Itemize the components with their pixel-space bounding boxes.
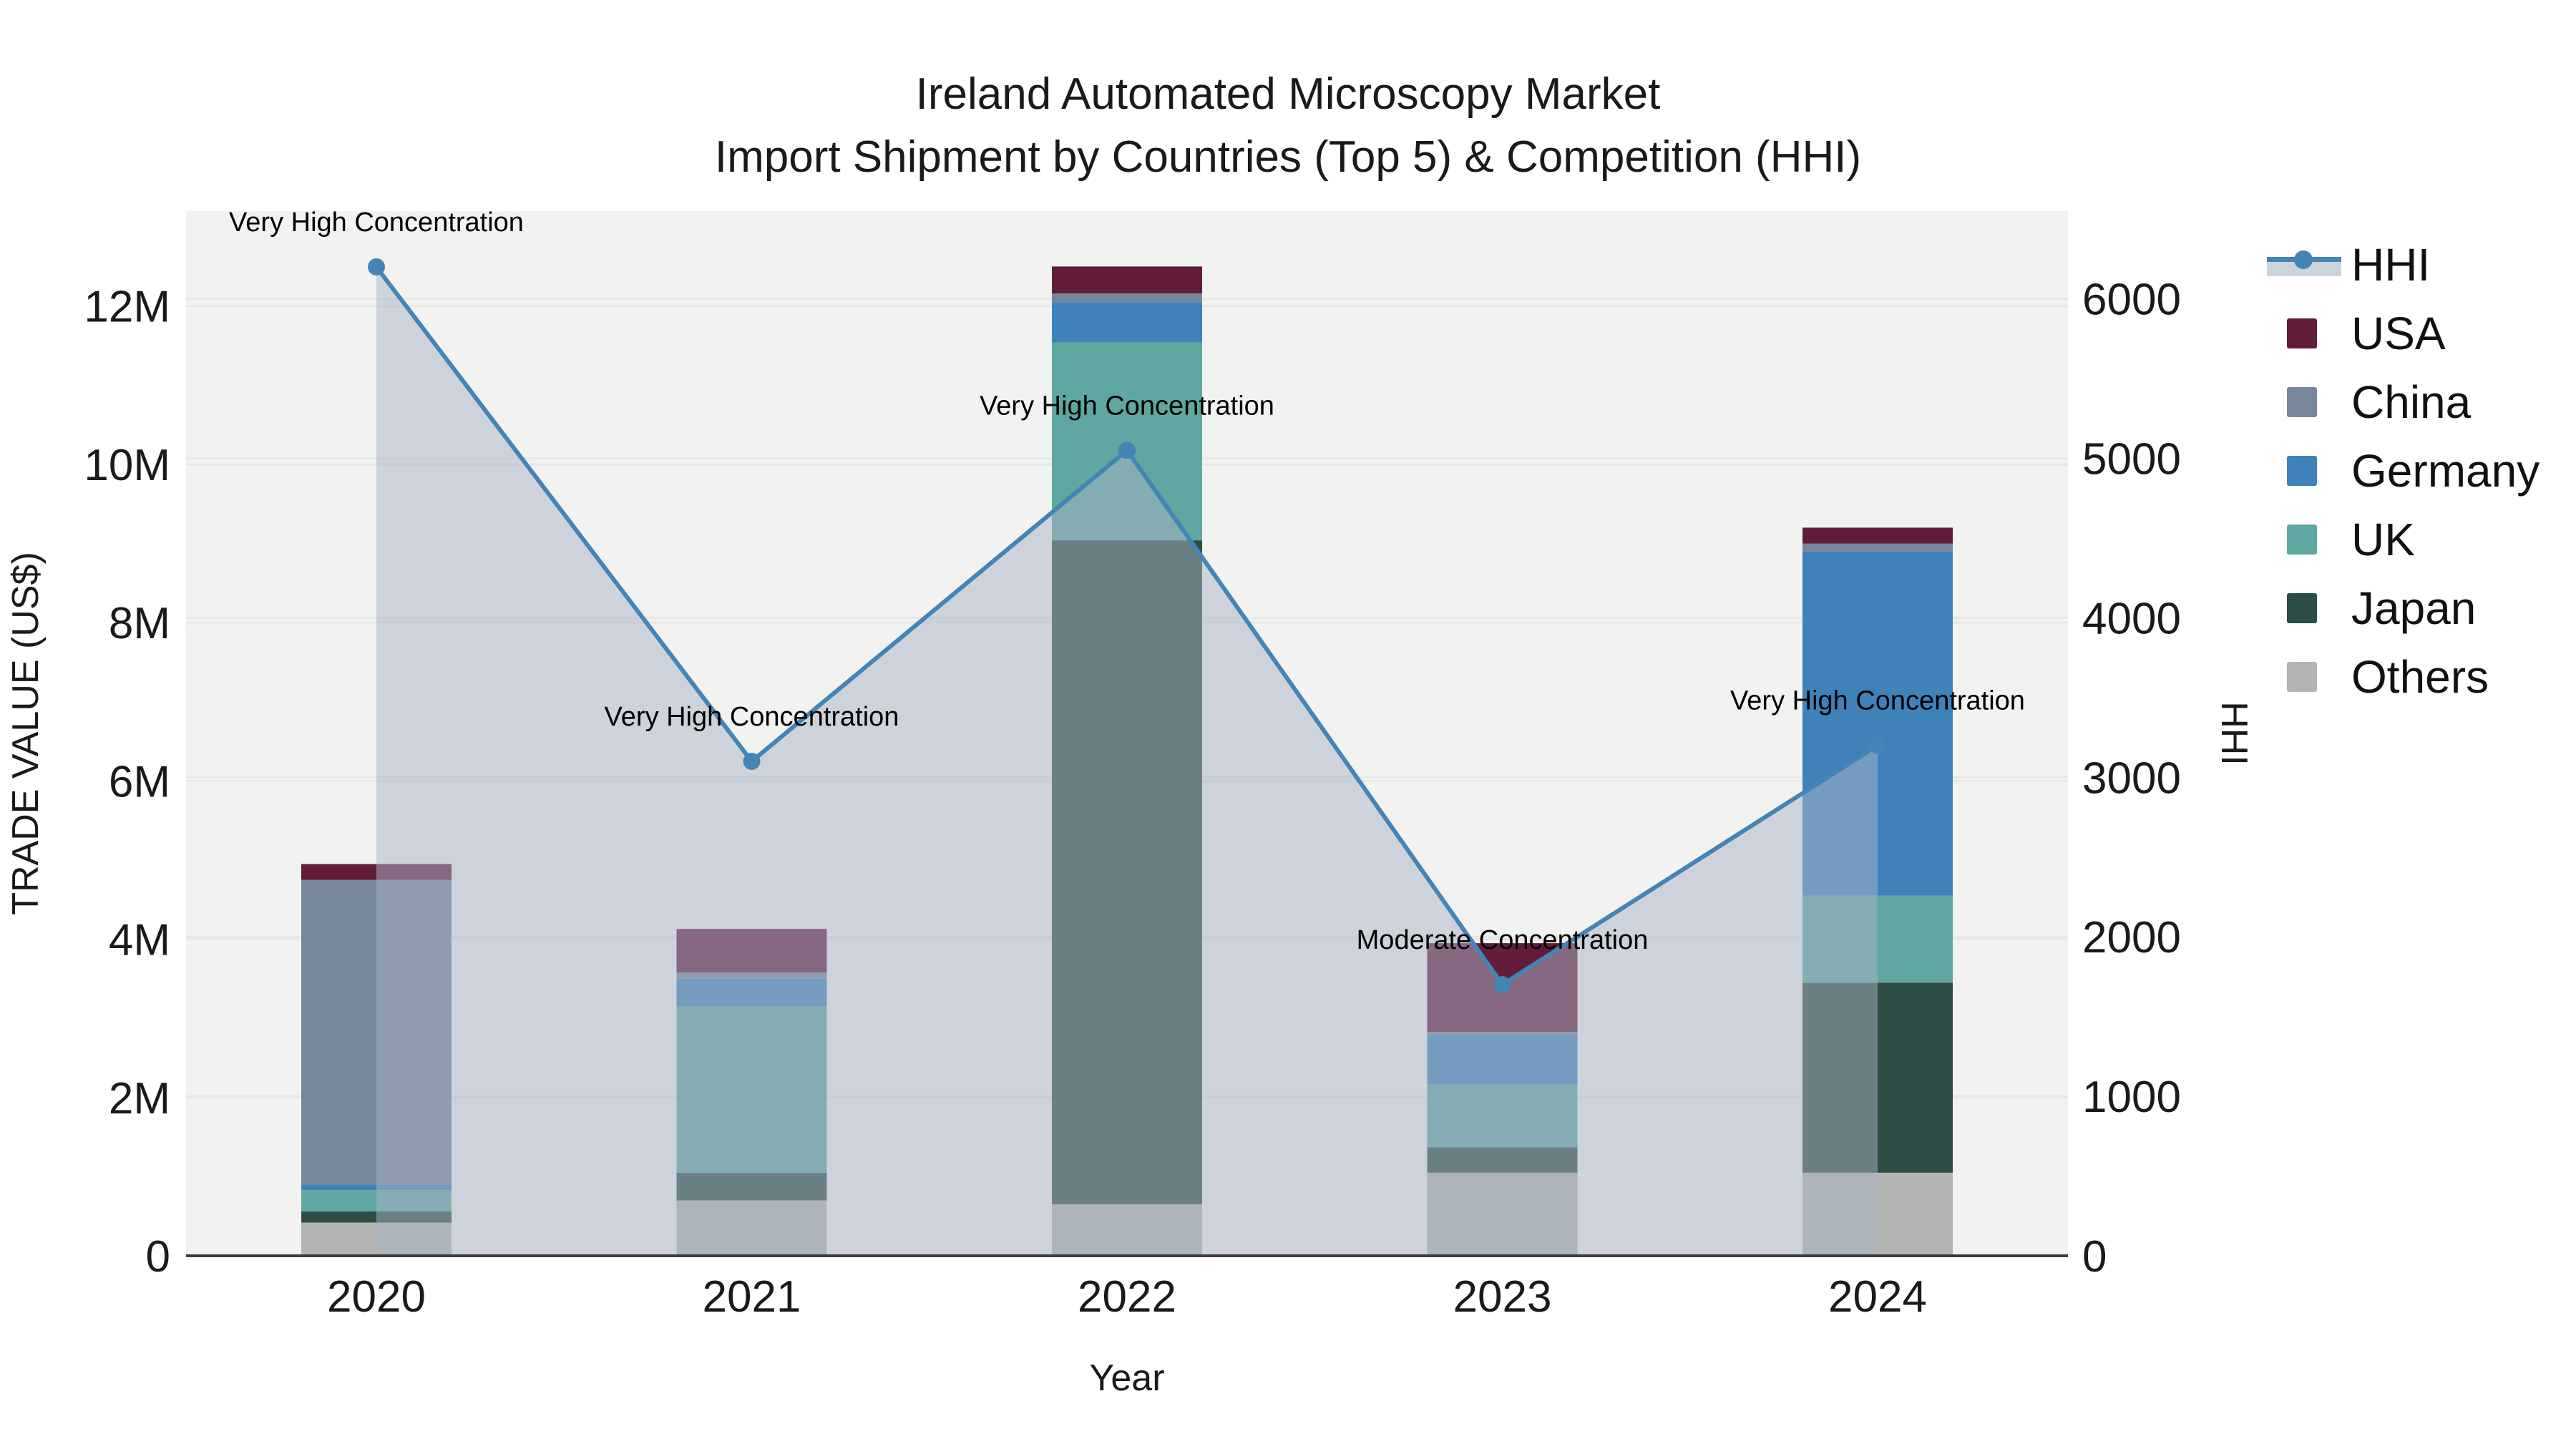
hhi-marker-2024[interactable]: [1869, 736, 1886, 754]
hhi-marker-2020[interactable]: [368, 258, 385, 276]
legend-label: HHI: [2351, 239, 2431, 291]
legend-label: China: [2351, 376, 2472, 428]
annotation-2020: Very High Concentration: [229, 208, 524, 238]
hhi-marker-2021[interactable]: [743, 753, 761, 771]
y-right-tick-label: 5000: [2082, 434, 2181, 484]
hhi-marker-2022[interactable]: [1118, 441, 1136, 459]
chart-title: Ireland Automated Microscopy Market Impo…: [0, 63, 2576, 189]
chart-title-line1: Ireland Automated Microscopy Market: [915, 69, 1661, 119]
hhi-area-fill: [376, 267, 1878, 1256]
legend-item-uk[interactable]: UK: [2247, 505, 2540, 574]
legend-item-japan[interactable]: Japan: [2247, 574, 2540, 643]
legend-item-usa[interactable]: USA: [2247, 299, 2540, 368]
legend-color-swatch-icon: [2247, 368, 2341, 436]
legend-line-swatch-icon: [2247, 230, 2341, 299]
legend: HHI USA China Germany UK Japan Others: [2247, 230, 2540, 711]
x-tick-label-2023: 2023: [1453, 1272, 1552, 1322]
y-right-tick-label: 2000: [2082, 913, 2181, 962]
bar-segment-2022-usa[interactable]: [1052, 266, 1202, 294]
annotation-2022: Very High Concentration: [980, 391, 1274, 421]
annotation-2021: Very High Concentration: [605, 702, 899, 732]
y-left-tick-label: 0: [146, 1232, 170, 1282]
x-tick-label-2024: 2024: [1828, 1272, 1927, 1322]
y-left-tick-label: 8M: [109, 599, 170, 648]
y-right-tick-label: 1000: [2082, 1073, 2181, 1122]
y-right-tick-label: 3000: [2082, 753, 2181, 803]
legend-color-swatch-icon: [2247, 299, 2341, 368]
legend-item-germany[interactable]: Germany: [2247, 436, 2540, 505]
legend-color-swatch-icon: [2247, 505, 2341, 574]
y-left-tick-label: 12M: [84, 283, 170, 332]
y-right-tick-label: 6000: [2082, 275, 2181, 325]
legend-color-swatch-icon: [2247, 643, 2341, 711]
legend-color-swatch-icon: [2247, 574, 2341, 643]
bar-segment-2022-germany[interactable]: [1052, 302, 1202, 343]
y-right-tick-label: 4000: [2082, 594, 2181, 643]
legend-item-hhi[interactable]: HHI: [2247, 230, 2540, 299]
bar-segment-2022-china[interactable]: [1052, 293, 1202, 303]
annotation-2023: Moderate Concentration: [1357, 925, 1649, 955]
legend-label: UK: [2351, 514, 2415, 565]
y-axis-title-left: TRADE VALUE (US$): [5, 552, 47, 915]
bar-segment-2024-china[interactable]: [1802, 543, 1953, 552]
legend-label: Others: [2351, 651, 2489, 703]
y-left-tick-label: 6M: [109, 757, 170, 806]
annotation-2024: Very High Concentration: [1730, 686, 2025, 716]
legend-item-others[interactable]: Others: [2247, 643, 2540, 711]
x-tick-label-2021: 2021: [703, 1272, 801, 1322]
legend-label: Japan: [2351, 582, 2477, 634]
bar-segment-2024-usa[interactable]: [1802, 527, 1953, 544]
legend-item-china[interactable]: China: [2247, 368, 2540, 436]
y-left-tick-label: 10M: [84, 441, 170, 490]
chart-title-line2: Import Shipment by Countries (Top 5) & C…: [714, 132, 1862, 182]
legend-color-swatch-icon: [2247, 436, 2341, 505]
y-right-tick-label: 0: [2082, 1232, 2107, 1282]
hhi-marker-2023[interactable]: [1493, 976, 1511, 994]
x-tick-label-2020: 2020: [327, 1272, 426, 1322]
x-axis-title: Year: [1089, 1357, 1165, 1399]
y-left-tick-label: 2M: [109, 1074, 170, 1123]
legend-marker-dot-icon: [2294, 250, 2313, 269]
x-tick-label-2022: 2022: [1078, 1272, 1176, 1322]
legend-label: USA: [2351, 308, 2446, 359]
y-left-tick-label: 4M: [109, 916, 170, 965]
legend-label: Germany: [2351, 445, 2540, 497]
